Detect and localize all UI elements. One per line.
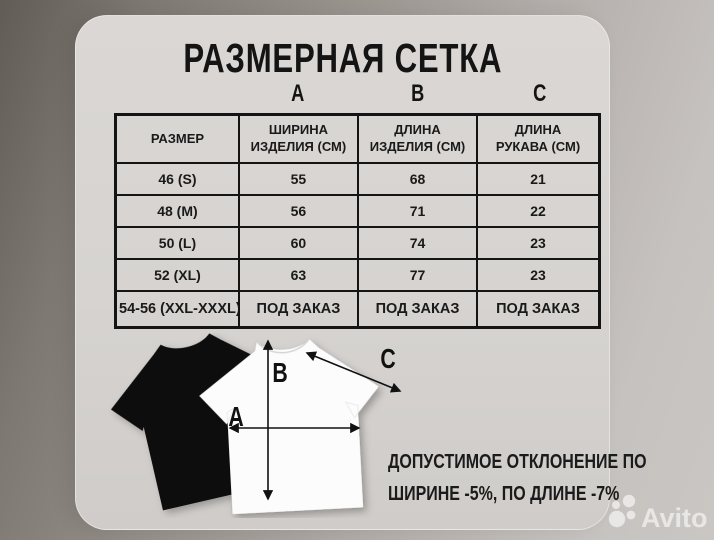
- column-header: РАЗМЕР: [114, 113, 240, 164]
- diagram-label-c: C: [380, 343, 396, 374]
- table-row: 52 (XL) 63 77 23: [114, 258, 601, 292]
- table-row: 50 (L) 60 74 23: [114, 226, 601, 260]
- table-cell: 71: [356, 194, 479, 228]
- table-cell: 74: [356, 226, 479, 260]
- measurement-arrows: [228, 339, 402, 501]
- table-cell: ПОД ЗАКАЗ: [237, 290, 359, 329]
- measure-letters-row: A B C: [114, 80, 601, 108]
- avito-watermark-text: Avito: [641, 503, 708, 533]
- letter-c-header: C: [532, 80, 546, 107]
- header-row: РАЗМЕР ШИРИНА ИЗДЕЛИЯ (СМ) ДЛИНА ИЗДЕЛИЯ (…: [114, 113, 601, 164]
- size-table: РАЗМЕР ШИРИНА ИЗДЕЛИЯ (СМ) ДЛИНА ИЗДЕЛИЯ (…: [114, 113, 601, 329]
- table-row: 54-56 (XXL-XXXL) ПОД ЗАКАЗ ПОД ЗАКАЗ ПОД ЗА…: [114, 290, 601, 329]
- table-cell: 63: [237, 258, 359, 292]
- table-cell: ПОД ЗАКАЗ: [476, 290, 601, 329]
- table-cell: 48 (M): [114, 194, 240, 228]
- column-header: ШИРИНА ИЗДЕЛИЯ (СМ): [237, 113, 359, 164]
- table-cell: 22: [476, 194, 601, 228]
- page-title: РАЗМЕРНАЯ СЕТКА: [76, 35, 609, 81]
- table-cell: 23: [476, 258, 601, 292]
- letter-a-header: A: [291, 80, 305, 107]
- table-cell: 50 (L): [114, 226, 240, 260]
- table-cell: ПОД ЗАКАЗ: [356, 290, 479, 329]
- tolerance-note-line1: ДОПУСТИМОЕ ОТКЛОНЕНИЕ ПО: [388, 451, 647, 473]
- table-cell: 68: [356, 162, 479, 196]
- tshirt-measurement-diagram: [110, 333, 402, 515]
- column-header: ДЛИНА ИЗДЕЛИЯ (СМ): [356, 113, 479, 164]
- tolerance-note: ДОПУСТИМОЕ ОТКЛОНЕНИЕ ПО ШИРИНЕ -5%, ПО …: [388, 446, 647, 510]
- diagram-label-a: A: [228, 401, 244, 432]
- table-cell: 52 (XL): [114, 258, 240, 292]
- table-row: 46 (S) 55 68 21: [114, 162, 601, 196]
- table-cell: 46 (S): [114, 162, 240, 196]
- table-cell: 56: [237, 194, 359, 228]
- table-cell: 21: [476, 162, 601, 196]
- tolerance-note-line2: ШИРИНЕ -5%, ПО ДЛИНЕ -7%: [388, 483, 620, 505]
- arrow-c-sleeve: [305, 351, 402, 393]
- table-cell: 77: [356, 258, 479, 292]
- table-cell: 60: [237, 226, 359, 260]
- table-cell: 23: [476, 226, 601, 260]
- size-chart-card: РАЗМЕРНАЯ СЕТКА A B C РАЗМЕР ШИРИНА ИЗДЕЛ…: [75, 15, 647, 530]
- avito-watermark: Avito: [608, 494, 708, 533]
- page-title-text: РАЗМЕРНАЯ СЕТКА: [183, 35, 502, 81]
- letter-b-header: B: [411, 80, 425, 107]
- table-cell: 55: [237, 162, 359, 196]
- table-cell: 54-56 (XXL-XXXL): [114, 290, 240, 329]
- table-row: 48 (M) 56 71 22: [114, 194, 601, 228]
- column-header: ДЛИНА РУКАВА (СМ): [476, 113, 601, 164]
- letters-spacer: [114, 80, 238, 108]
- diagram-label-b: B: [272, 357, 288, 388]
- avito-logo-icon: [608, 494, 636, 528]
